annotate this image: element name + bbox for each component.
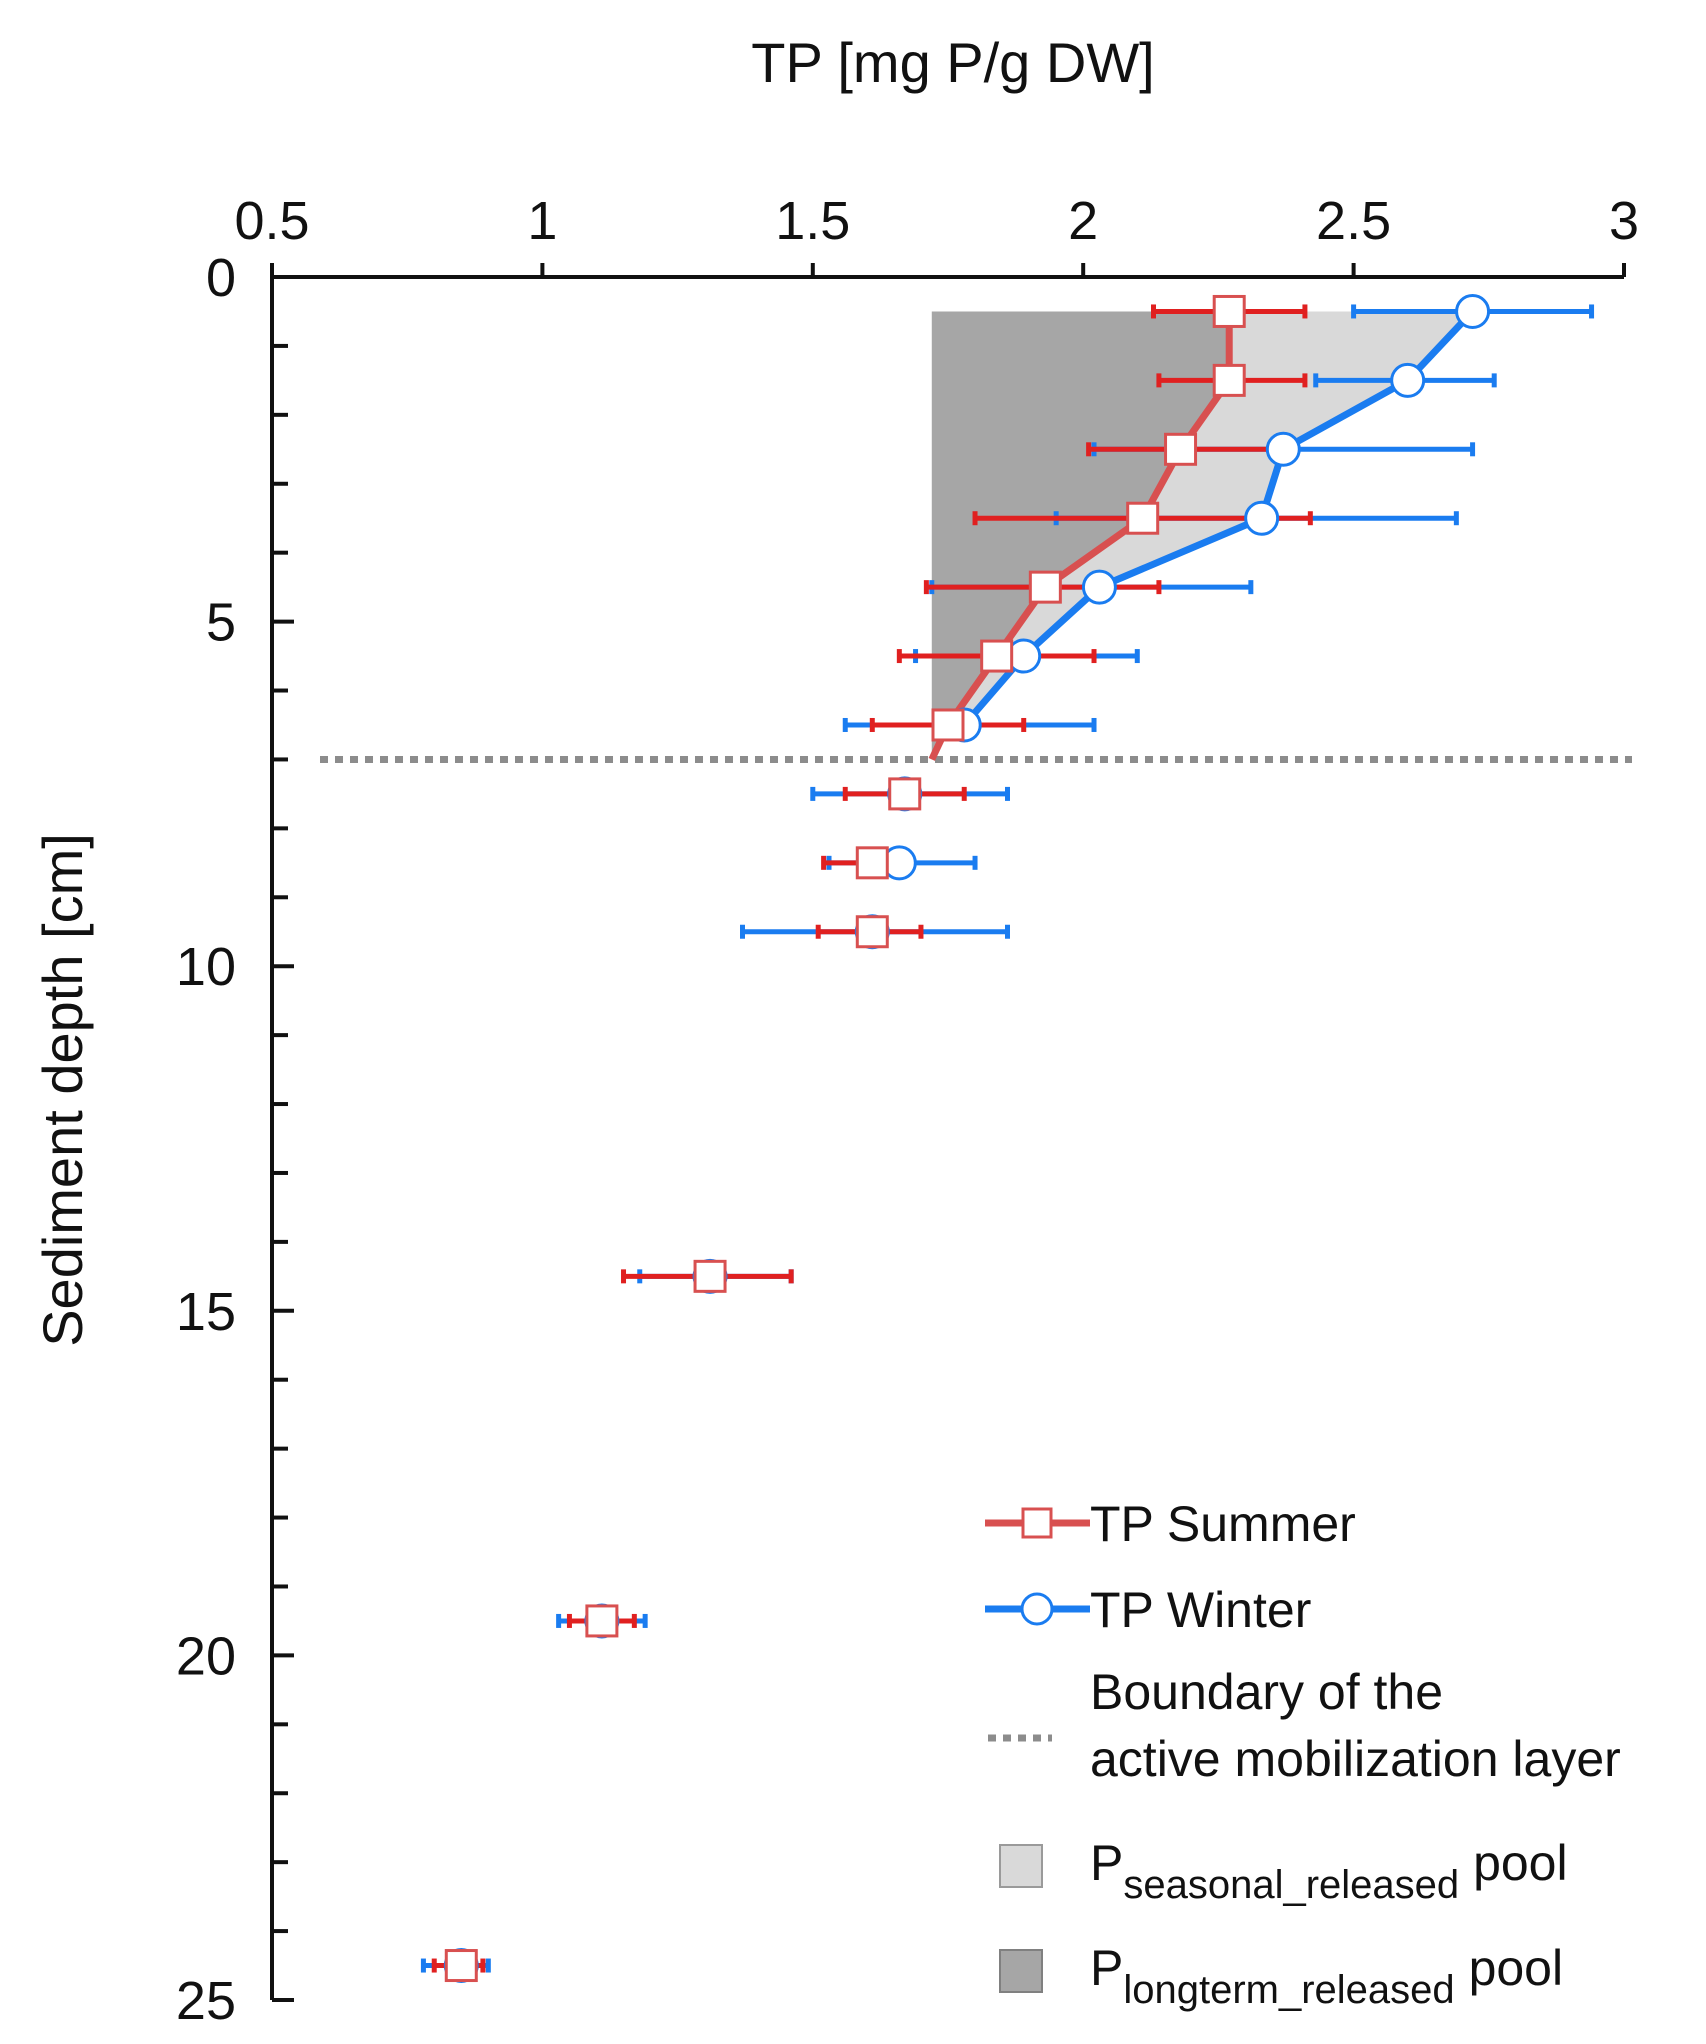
legend-seasonal-swatch <box>999 1844 1043 1888</box>
axes: 0.5 1 1.5 2 2.5 3 0 5 10 15 20 25 <box>176 191 1639 2031</box>
winter-data-point <box>1244 500 1280 536</box>
legend-seasonal-sub: seasonal_released <box>1123 1863 1459 1907</box>
legend-winter-marker <box>1020 1592 1054 1626</box>
summer-data-point <box>1164 432 1198 466</box>
x-tick-label: 0.5 <box>234 191 309 251</box>
winter-data-point <box>1455 293 1491 329</box>
legend-longterm-label: Plongterm_released pool <box>1090 1940 1563 2012</box>
summer-data-point <box>1212 363 1246 397</box>
x-axis-title: TP [mg P/g DW] <box>751 31 1154 94</box>
y-tick-label: 5 <box>206 593 236 653</box>
y-tick-label: 15 <box>176 1282 236 1342</box>
summer-data-point <box>931 708 965 742</box>
y-axis-title: Sediment depth [cm] <box>31 833 94 1347</box>
summer-data-point <box>980 639 1014 673</box>
x-tick-label: 3 <box>1609 191 1639 251</box>
summer-data-point <box>855 915 889 949</box>
legend-seasonal-suffix: pool <box>1459 1835 1567 1891</box>
legend-longterm-sub: longterm_released <box>1123 1968 1454 2012</box>
winter-data-point <box>1390 362 1426 398</box>
x-tick-label: 1.5 <box>775 191 850 251</box>
legend-longterm-main: P <box>1090 1940 1123 1996</box>
legend-summer-marker <box>1021 1507 1053 1539</box>
legend-boundary-label-line1: Boundary of the <box>1090 1664 1443 1720</box>
summer-data-point <box>693 1259 727 1293</box>
x-tick-label: 2.5 <box>1316 191 1391 251</box>
summer-data-point <box>1212 294 1246 328</box>
summer-data-point <box>585 1604 619 1638</box>
summer-data-point <box>444 1949 478 1983</box>
legend-longterm-swatch <box>999 1949 1043 1993</box>
winter-data-point <box>1265 431 1301 467</box>
y-tick-label: 0 <box>206 248 236 308</box>
summer-data-point <box>888 777 922 811</box>
longterm-released-pool-area <box>931 311 1230 760</box>
y-tick-label: 20 <box>176 1626 236 1686</box>
x-tick-label: 2 <box>1068 191 1098 251</box>
legend-boundary-label-line2: active mobilization layer <box>1090 1731 1621 1787</box>
y-tick-label: 25 <box>176 1971 236 2031</box>
summer-data-point <box>1028 570 1062 604</box>
x-tick-label: 1 <box>527 191 557 251</box>
y-tick-label: 10 <box>176 937 236 997</box>
legend-summer-label: TP Summer <box>1090 1496 1356 1552</box>
summer-data-point <box>1126 501 1160 535</box>
winter-data-point <box>1081 569 1117 605</box>
summer-data-point <box>855 846 889 880</box>
series-group <box>420 293 1595 1984</box>
legend-longterm-suffix: pool <box>1455 1940 1563 1996</box>
legend-seasonal-main: P <box>1090 1835 1123 1891</box>
legend-winter-label: TP Winter <box>1090 1582 1311 1638</box>
legend-seasonal-label: Pseasonal_released pool <box>1090 1835 1568 1907</box>
legend: TP Summer TP Winter Boundary of the acti… <box>985 1496 1621 2012</box>
